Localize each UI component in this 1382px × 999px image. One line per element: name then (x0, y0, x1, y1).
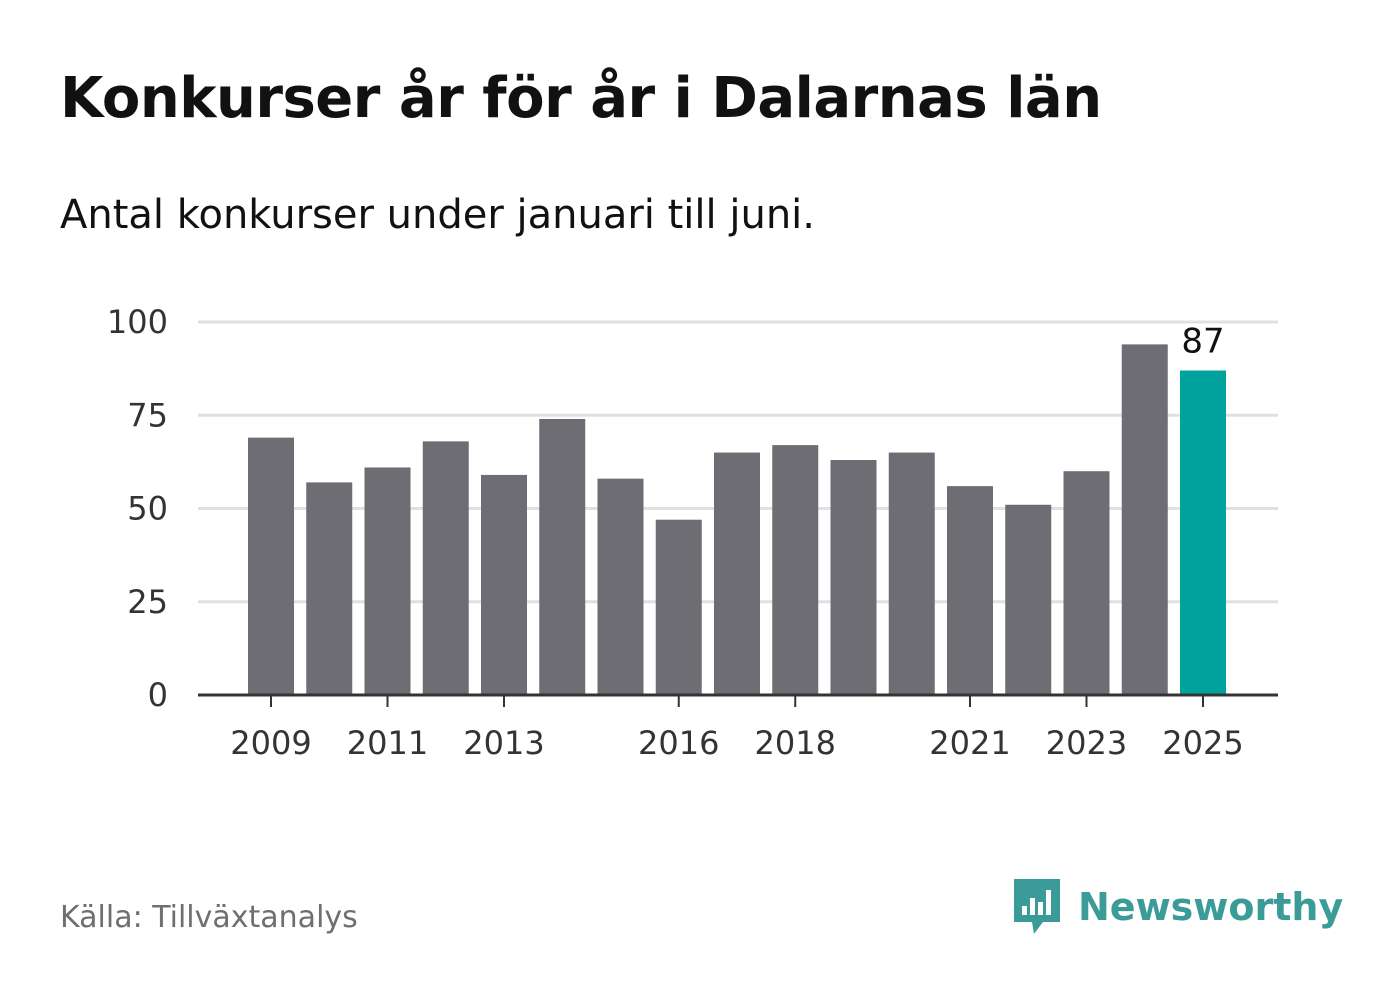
y-tick-label: 25 (127, 583, 168, 621)
brand-name: Newsworthy (1078, 885, 1344, 929)
newsworthy-logo[interactable]: Newsworthy (1010, 876, 1343, 938)
bar (1005, 504, 1052, 695)
newsworthy-logo-icon (1014, 879, 1060, 934)
source-note: Källa: Tillväxtanalys (60, 900, 358, 935)
bar (888, 452, 935, 695)
chart-title: Konkurser år för år i Dalarnas län (60, 66, 1102, 131)
bar (655, 519, 702, 695)
y-tick-label: 75 (127, 396, 168, 434)
bar (1121, 344, 1168, 695)
bar (830, 460, 877, 695)
bar (248, 437, 294, 695)
bar (481, 474, 527, 695)
x-tick-label: 2021 (929, 724, 1010, 762)
x-tick-label: 2025 (1162, 724, 1243, 762)
bar (714, 452, 760, 695)
bar (1063, 471, 1110, 695)
chart-subtitle: Antal konkurser under januari till juni. (60, 192, 815, 238)
y-tick-label: 0 (148, 676, 168, 714)
x-tick-label: 2018 (755, 724, 836, 762)
x-tick-label: 2009 (230, 724, 311, 762)
bar (947, 486, 993, 695)
data-label: 87 (1181, 321, 1224, 361)
bar (422, 441, 469, 695)
bar (306, 482, 353, 695)
bar (597, 478, 644, 695)
bar-highlight (1180, 370, 1226, 695)
y-tick-label: 100 (107, 303, 168, 341)
bar (364, 467, 411, 695)
x-tick-label: 2011 (347, 724, 428, 762)
x-tick-label: 2016 (638, 724, 719, 762)
bar (772, 445, 819, 695)
y-tick-label: 50 (127, 490, 168, 528)
x-tick-label: 2013 (463, 724, 544, 762)
x-tick-label: 2023 (1046, 724, 1127, 762)
bar (539, 418, 586, 695)
